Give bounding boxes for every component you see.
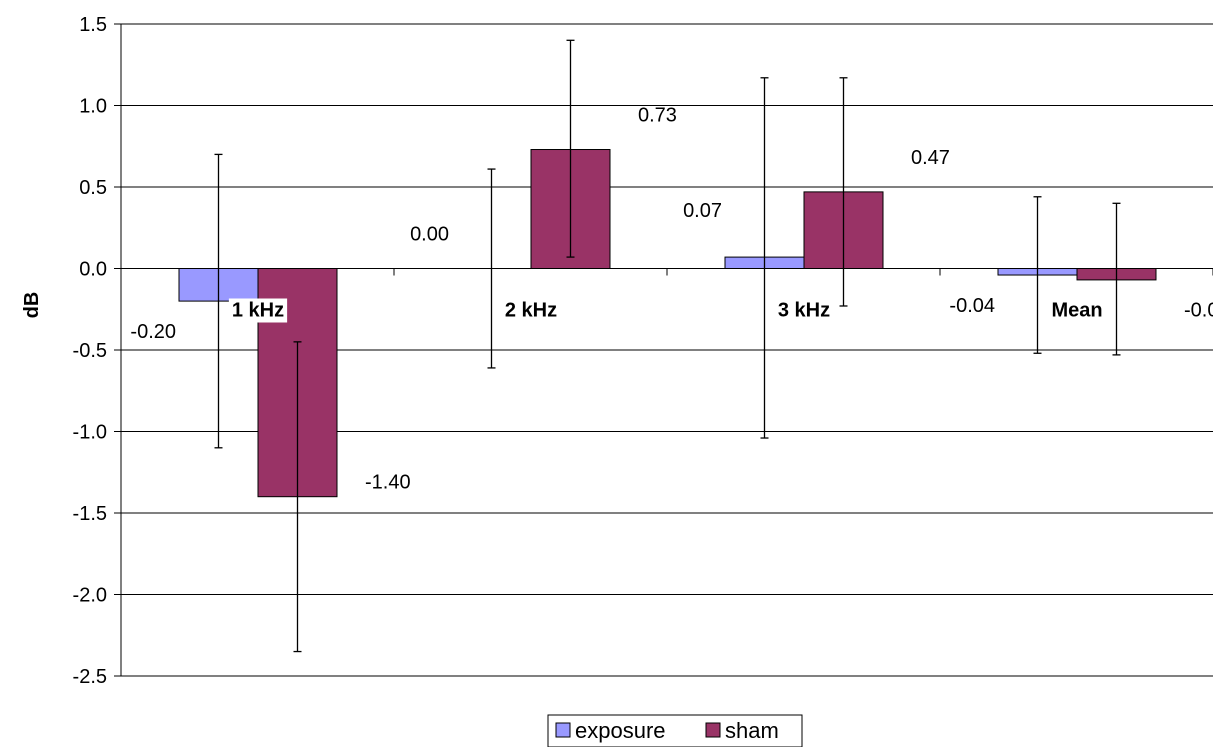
legend: exposure sham [547, 714, 803, 747]
data-label-sham: -0.07 [1184, 300, 1213, 322]
data-labels: -0.20 0.00 0.07 -0.04 -1.40 0.73 0.47 -0.07 [130, 105, 1213, 494]
data-label-sham: 0.47 [911, 147, 950, 169]
legend-label-exposure: exposure [575, 718, 666, 743]
bars [178, 149, 1157, 498]
category-label: Mean [1051, 300, 1102, 322]
legend-swatch-exposure [555, 722, 571, 738]
category-label-background [774, 298, 834, 323]
y-tick-label: -1.0 [73, 422, 107, 444]
y-tick-labels: 1.5 1.0 0.5 0.0 -0.5 -1.0 -1.5 -2.0 -2.5 [73, 14, 107, 688]
y-tick-label: -2.5 [73, 666, 107, 688]
data-label-sham: -1.40 [365, 472, 411, 494]
legend-swatch-sham [705, 722, 721, 738]
category-label-background [228, 298, 288, 323]
y-tick-label: 1.0 [79, 96, 107, 118]
axes [114, 23, 1213, 677]
data-label-exposure: 0.00 [410, 224, 449, 246]
legend-label-sham: sham [725, 718, 779, 743]
error-bars [214, 39, 1121, 653]
y-axis-title: dB [21, 292, 43, 319]
y-tick-label: -1.5 [73, 503, 107, 525]
y-tick-label: -2.0 [73, 585, 107, 607]
category-label: 1 kHz [232, 300, 284, 322]
category-label: 2 kHz [505, 300, 557, 322]
category-label: 3 kHz [778, 300, 830, 322]
data-label-exposure: 0.07 [683, 200, 722, 222]
y-tick-label: 0.5 [79, 177, 107, 199]
legend-box [547, 714, 803, 747]
data-label-exposure: -0.04 [949, 295, 995, 317]
category-label-background [1048, 298, 1106, 323]
data-label-exposure: -0.20 [130, 321, 176, 343]
y-tick-label: 0.0 [79, 259, 107, 281]
y-tick-label: 1.5 [79, 14, 107, 36]
data-label-sham: 0.73 [638, 105, 677, 127]
category-label-background [501, 298, 561, 323]
category-labels: 1 kHz 2 kHz 3 kHz Mean [228, 298, 1106, 323]
y-tick-label: -0.5 [73, 340, 107, 362]
